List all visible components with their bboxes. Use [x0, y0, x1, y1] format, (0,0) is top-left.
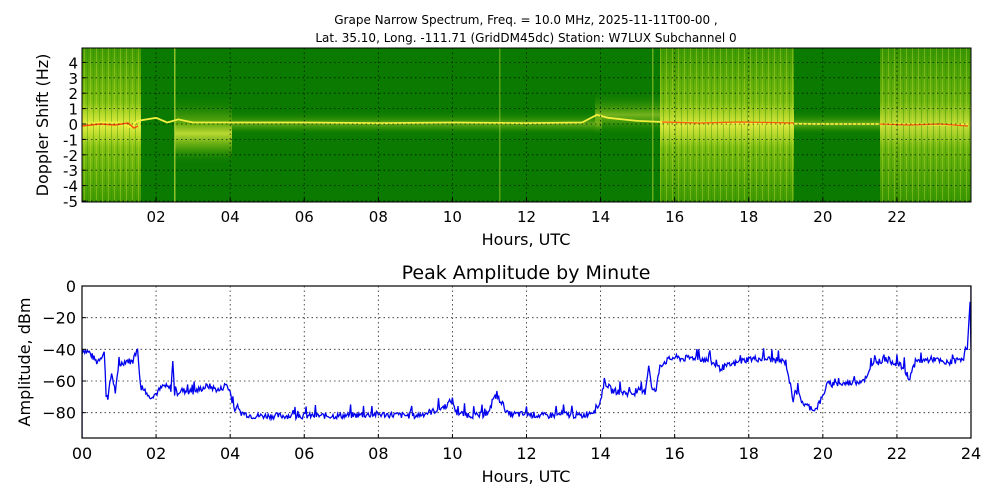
amplitude-title: Peak Amplitude by Minute — [402, 262, 651, 284]
spectrum-xtick: 22 — [887, 208, 906, 226]
spectrum-xtick: 10 — [443, 208, 462, 226]
spectrum-xtick: 14 — [591, 208, 610, 226]
spectrum-ytick: -3 — [63, 162, 78, 180]
spectrum-title-line2: Lat. 35.10, Long. -111.71 (GridDM45dc) S… — [315, 31, 736, 45]
amplitude-ytick: −40 — [42, 340, 76, 359]
spectrum-xtick: 16 — [665, 208, 684, 226]
spectrum-xtick: 04 — [221, 208, 240, 226]
amplitude-xtick: 18 — [739, 444, 759, 463]
spectrum-title-line1: Grape Narrow Spectrum, Freq. = 10.0 MHz,… — [334, 13, 717, 27]
amplitude-xtick: 12 — [516, 444, 536, 463]
amplitude-xtick: 20 — [813, 444, 833, 463]
amplitude-xtick: 10 — [442, 444, 462, 463]
spectrum-xtick: 06 — [295, 208, 314, 226]
spectrum-ytick: 1 — [68, 101, 78, 119]
amplitude-xtick: 06 — [294, 444, 314, 463]
amplitude-ytick: 0 — [66, 277, 76, 296]
amplitude-xtick: 08 — [368, 444, 388, 463]
amplitude-xtick: 22 — [887, 444, 907, 463]
amplitude-xlabel: Hours, UTC — [482, 467, 571, 486]
amplitude-xtick: 00 — [72, 444, 92, 463]
amplitude-xtick: 24 — [961, 444, 981, 463]
spectrum-xtick: 20 — [813, 208, 832, 226]
spectrum-ytick: 2 — [68, 85, 78, 103]
amplitude-xtick: 02 — [146, 444, 166, 463]
spectrum-ytick: -2 — [63, 147, 78, 165]
spectrum-ytick: 0 — [68, 116, 78, 134]
spectrum-xlabel: Hours, UTC — [482, 230, 571, 249]
spectrum-ylabel: Doppler Shift (Hz) — [33, 54, 52, 197]
spectrum-ytick: -5 — [63, 193, 78, 211]
amplitude-ytick: −60 — [42, 372, 76, 391]
amplitude-line — [82, 286, 971, 438]
spectrum-ytick: -1 — [63, 131, 78, 149]
spectrogram-heatmap — [82, 48, 971, 202]
spectrum-xtick: 02 — [147, 208, 166, 226]
amplitude-xtick: 16 — [664, 444, 684, 463]
spectrum-xtick: 12 — [517, 208, 536, 226]
spectrum-xtick: 08 — [369, 208, 388, 226]
amplitude-xtick: 04 — [220, 444, 240, 463]
spectrum-ytick: 4 — [68, 54, 78, 72]
spectrum-ytick: 3 — [68, 70, 78, 88]
amplitude-xtick: 14 — [590, 444, 610, 463]
amplitude-ytick: −20 — [42, 309, 76, 328]
amplitude-ytick: −80 — [42, 404, 76, 423]
spectrum-ytick: -4 — [63, 178, 78, 196]
spectrum-xtick: 18 — [739, 208, 758, 226]
amplitude-ylabel: Amplitude, dBm — [15, 298, 34, 427]
